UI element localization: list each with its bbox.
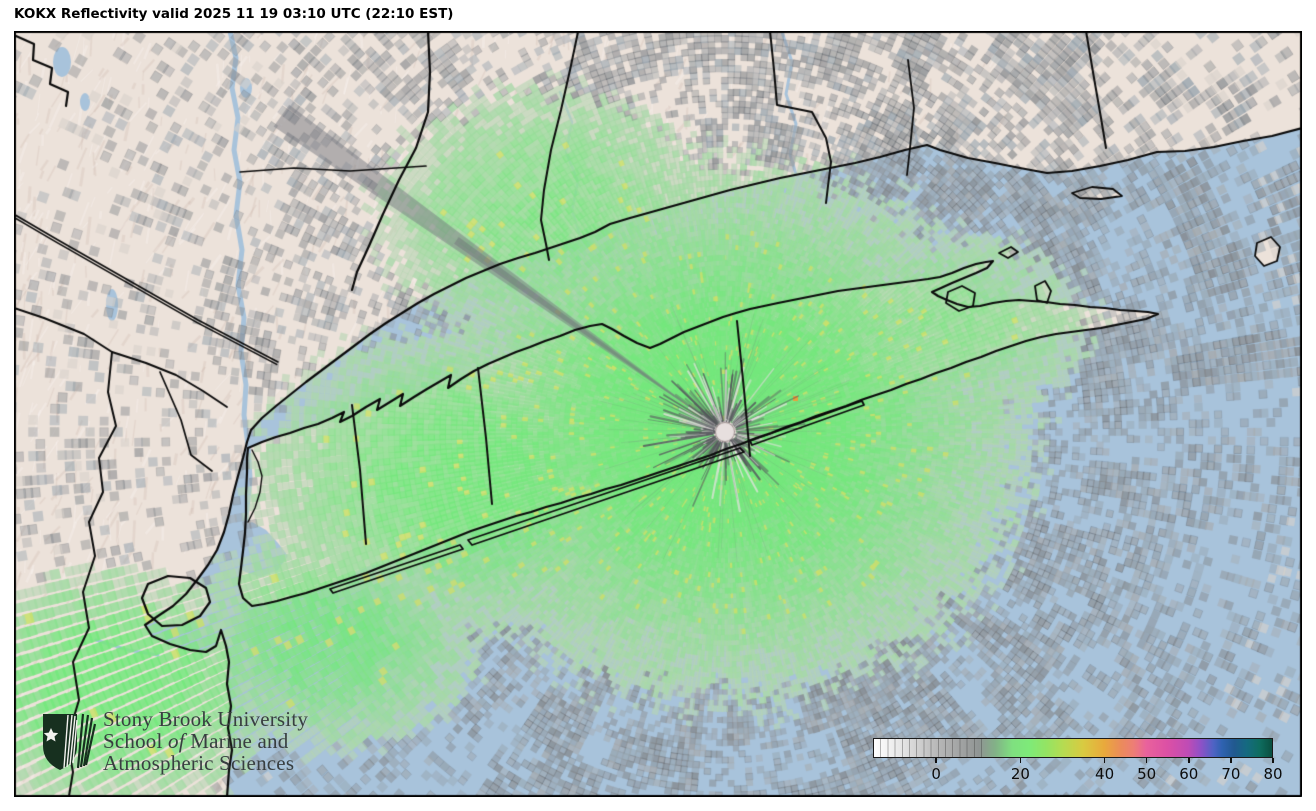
colorbar-tick-mark-0 bbox=[935, 758, 937, 763]
colorbar-tick-label-60: 60 bbox=[1179, 765, 1199, 783]
colorbar-tick-mark-70 bbox=[1230, 758, 1232, 763]
radar-map: Stony Brook University School of Marine … bbox=[14, 31, 1302, 797]
stonybrook-shield-icon bbox=[43, 713, 96, 770]
colorbar-tick-label-70: 70 bbox=[1221, 765, 1241, 783]
logo-line-1: Stony Brook University bbox=[103, 707, 309, 731]
colorbar-tick-mark-20 bbox=[1019, 758, 1022, 763]
colorbar-tick-label-40: 40 bbox=[1095, 765, 1115, 783]
colorbar-tick-label-80: 80 bbox=[1263, 765, 1283, 783]
colorbar-tick-mark-60 bbox=[1188, 758, 1190, 763]
colorbar-tick-label-20: 20 bbox=[1010, 765, 1030, 783]
colorbar-tick-mark-50 bbox=[1145, 758, 1148, 763]
colorbar-tick-mark-80 bbox=[1272, 758, 1274, 763]
page-title: KOKX Reflectivity valid 2025 11 19 03:10… bbox=[14, 6, 454, 22]
radar-map-canvas bbox=[14, 31, 1302, 797]
reflectivity-colorbar: 0 20 40 50 60 70 80 bbox=[873, 738, 1283, 790]
logo-line-3: Atmospheric Sciences bbox=[103, 751, 295, 775]
logo-line-2: School of Marine and bbox=[103, 729, 289, 753]
colorbar-tick-label-0: 0 bbox=[931, 765, 941, 783]
colorbar-segments bbox=[874, 739, 988, 757]
colorbar-tick-label-50: 50 bbox=[1137, 765, 1157, 783]
stonybrook-logo-text: Stony Brook University School of Marine … bbox=[103, 708, 308, 774]
colorbar-gradient bbox=[873, 738, 1273, 758]
colorbar-tick-mark-40 bbox=[1103, 758, 1106, 763]
stonybrook-logo: Stony Brook University School of Marine … bbox=[40, 708, 308, 774]
